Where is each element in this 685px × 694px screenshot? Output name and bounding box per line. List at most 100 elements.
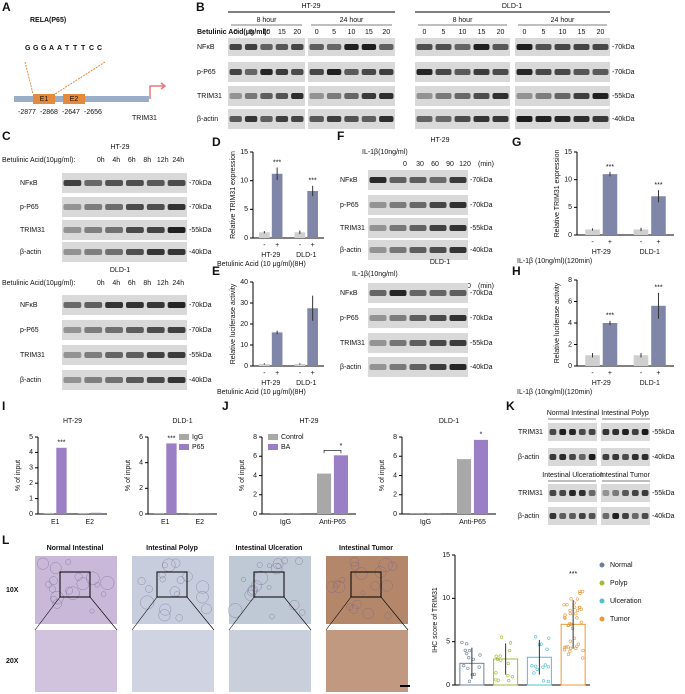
band — [344, 69, 359, 75]
jitter-dot — [508, 641, 513, 645]
band — [549, 513, 557, 519]
band — [84, 180, 103, 186]
x-tick-label: DLD-1 — [296, 252, 316, 259]
band — [592, 44, 609, 50]
y-tick-label: 10 — [442, 595, 450, 602]
tissue-texture — [241, 577, 247, 583]
panel-letter: L — [2, 533, 9, 547]
time-label: 12h — [157, 157, 169, 164]
jitter-dot — [543, 663, 547, 667]
zoom-box — [156, 571, 188, 598]
logo-letter: T — [65, 45, 70, 52]
row-label: p-P65 — [20, 204, 39, 211]
y-axis-label: % of input — [379, 460, 386, 491]
treatment-label: Betulinic Acid(μg/ml): — [197, 29, 269, 36]
dose-label: 5 — [249, 29, 253, 36]
band — [492, 69, 509, 75]
y-tick-label: 8 — [568, 277, 572, 284]
tissue-texture — [384, 612, 392, 620]
y-tick-label: 0 — [244, 235, 248, 242]
dose-label: 20 — [382, 29, 390, 36]
band — [229, 69, 242, 75]
series-sign: - — [640, 370, 643, 377]
band — [105, 377, 123, 383]
series-sign: - — [263, 242, 266, 249]
bar — [294, 363, 306, 366]
band — [326, 93, 342, 99]
band — [429, 202, 447, 208]
band — [454, 116, 471, 122]
band — [126, 249, 144, 255]
tissue-texture — [244, 589, 256, 601]
tissue-texture — [76, 577, 90, 591]
tissue-texture — [201, 603, 212, 615]
band — [612, 513, 620, 519]
x-axis-label: IL-1β (10ng/ml)(120min) — [517, 258, 592, 265]
series-sign: + — [608, 239, 612, 246]
y-tick-label: 2 — [253, 492, 257, 499]
row-label: p-P65 — [340, 202, 359, 209]
band — [622, 490, 629, 496]
band — [389, 202, 407, 208]
jitter-dot — [576, 608, 580, 612]
jitter-dot — [569, 646, 573, 650]
jitter-dot — [541, 665, 545, 669]
band — [588, 490, 596, 496]
legend-dot — [599, 598, 605, 604]
band — [435, 93, 452, 99]
jitter-dot — [494, 678, 498, 682]
tissue-texture — [269, 613, 275, 620]
y-tick-label: 10 — [240, 342, 248, 349]
band — [641, 454, 649, 460]
band — [535, 116, 552, 122]
series-sign: + — [275, 242, 279, 249]
jitter-dot — [530, 664, 534, 668]
band — [379, 44, 394, 50]
band — [573, 93, 590, 99]
jitter-dot — [471, 657, 475, 661]
tissue-texture — [360, 590, 366, 596]
tissue-texture — [378, 557, 393, 573]
jitter-dot — [547, 636, 551, 640]
y-axis-label: Relative TRIM31 expression — [554, 150, 561, 238]
target-label: TRIM31 — [132, 115, 157, 122]
jitter-dot — [574, 612, 578, 616]
tissue-texture — [355, 567, 368, 580]
jitter-dot — [579, 607, 583, 611]
series-sign: - — [640, 239, 643, 246]
band — [361, 116, 377, 122]
dose-label: 0 — [523, 29, 527, 36]
band — [84, 302, 103, 308]
y-tick-label: 6 — [393, 453, 397, 460]
dose-label: 20 — [293, 29, 301, 36]
row-label: p-P65 — [340, 315, 359, 322]
band — [369, 315, 387, 321]
band — [369, 177, 387, 183]
jitter-dot — [467, 679, 472, 683]
jitter-dot — [499, 635, 504, 639]
tissue-texture — [346, 603, 354, 611]
chart-title: HT-29 — [299, 418, 318, 425]
band — [275, 93, 289, 99]
jitter-dot — [546, 679, 550, 684]
band — [244, 69, 258, 75]
row-label: NFκB — [197, 44, 215, 51]
y-axis-label: Relative TRIM31 expression — [230, 151, 237, 239]
band — [592, 69, 609, 75]
jitter-dot — [508, 648, 512, 653]
band — [84, 204, 103, 210]
micrograph — [326, 630, 408, 692]
tissue-texture — [175, 614, 183, 622]
band — [105, 180, 123, 186]
time-label: 24 hour — [551, 17, 575, 24]
significance: *** — [606, 164, 614, 171]
x-tick-label: E1 — [161, 519, 170, 526]
bar — [316, 473, 332, 514]
tissue-texture — [349, 557, 360, 567]
band — [409, 225, 427, 231]
band — [592, 116, 609, 122]
element-label: E2 — [70, 96, 79, 103]
element-box — [63, 94, 85, 104]
tissue-texture — [266, 585, 272, 590]
